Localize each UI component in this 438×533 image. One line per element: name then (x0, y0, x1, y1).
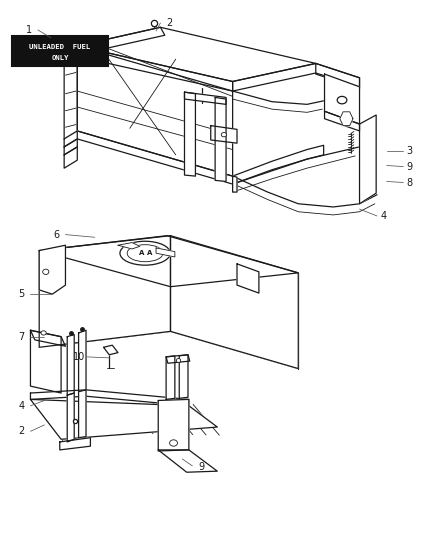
Polygon shape (184, 92, 226, 104)
Text: 8: 8 (406, 177, 412, 188)
Polygon shape (30, 399, 217, 439)
Polygon shape (215, 98, 226, 181)
Polygon shape (78, 390, 86, 438)
Ellipse shape (336, 96, 346, 104)
Text: 9: 9 (198, 463, 204, 472)
Text: A: A (146, 250, 152, 256)
Polygon shape (170, 236, 297, 368)
Ellipse shape (127, 245, 162, 262)
Polygon shape (155, 248, 174, 257)
Polygon shape (118, 243, 140, 249)
Polygon shape (158, 399, 188, 451)
Ellipse shape (42, 269, 49, 274)
Polygon shape (184, 92, 195, 176)
Ellipse shape (120, 241, 170, 265)
Polygon shape (158, 450, 217, 472)
Polygon shape (30, 330, 65, 346)
Polygon shape (78, 330, 86, 391)
Polygon shape (232, 176, 237, 192)
Polygon shape (67, 393, 74, 442)
Polygon shape (60, 438, 90, 450)
Polygon shape (232, 63, 359, 91)
Polygon shape (30, 390, 188, 406)
Text: 1: 1 (26, 25, 32, 35)
Polygon shape (315, 63, 359, 88)
Polygon shape (166, 355, 189, 364)
Text: 6: 6 (53, 230, 60, 240)
Polygon shape (77, 27, 315, 82)
Polygon shape (324, 74, 359, 124)
Text: 4: 4 (380, 211, 386, 221)
Text: 5: 5 (18, 289, 25, 299)
Polygon shape (77, 131, 232, 184)
Text: ONLY: ONLY (51, 55, 69, 61)
Polygon shape (103, 345, 118, 355)
Polygon shape (339, 112, 352, 126)
Polygon shape (77, 46, 232, 91)
Text: 9: 9 (406, 161, 412, 172)
Polygon shape (324, 111, 359, 131)
Polygon shape (39, 236, 170, 348)
Text: 7: 7 (18, 332, 25, 342)
Polygon shape (179, 355, 187, 398)
Polygon shape (39, 245, 65, 294)
Ellipse shape (169, 440, 177, 446)
Polygon shape (64, 131, 77, 147)
Polygon shape (232, 146, 323, 184)
Ellipse shape (221, 133, 226, 137)
FancyBboxPatch shape (12, 36, 108, 66)
Polygon shape (77, 46, 232, 176)
Polygon shape (210, 126, 237, 143)
Text: A: A (138, 250, 144, 256)
Text: 2: 2 (166, 18, 172, 28)
Polygon shape (39, 236, 297, 287)
Polygon shape (30, 330, 61, 393)
Text: 3: 3 (406, 146, 412, 156)
Polygon shape (64, 139, 77, 155)
Text: 10: 10 (72, 352, 85, 362)
Polygon shape (237, 264, 258, 293)
Polygon shape (166, 356, 174, 399)
Polygon shape (67, 335, 74, 395)
Text: 2: 2 (18, 426, 25, 437)
Text: 4: 4 (18, 401, 25, 411)
Polygon shape (64, 46, 77, 139)
Polygon shape (64, 147, 77, 168)
Text: UNLEADED  FUEL: UNLEADED FUEL (29, 44, 90, 50)
Ellipse shape (41, 331, 46, 335)
Polygon shape (77, 27, 164, 54)
Polygon shape (359, 115, 375, 204)
